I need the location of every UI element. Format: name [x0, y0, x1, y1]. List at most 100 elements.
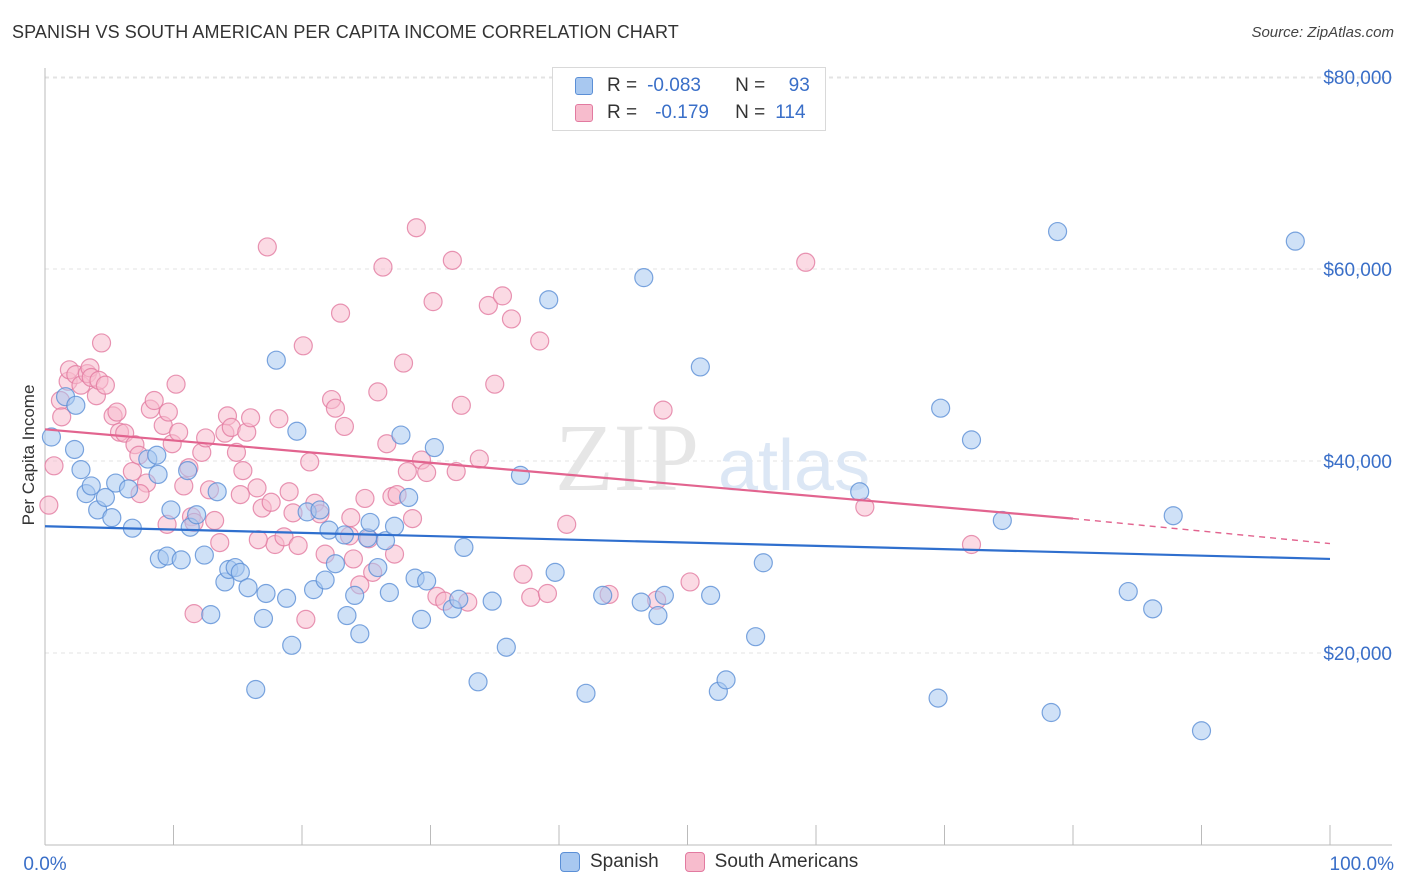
south-americans-point [39, 495, 59, 515]
legend-row-south-americans: R = -0.179 N = 114 [575, 102, 815, 124]
spanish-point [194, 545, 214, 565]
spanish-point [961, 430, 982, 450]
spanish-point [1047, 221, 1068, 242]
spanish-point [266, 350, 286, 370]
south-americans-point [423, 292, 443, 312]
spanish-point [648, 605, 668, 626]
south-americans-point [288, 535, 308, 556]
south-americans-point [230, 485, 250, 505]
y-tick-label: $60,000 [1323, 260, 1392, 281]
spanish-point [253, 608, 274, 629]
south-americans-trend-extension [1072, 517, 1331, 545]
south-americans-point [300, 452, 320, 472]
legend-swatch-spanish [575, 77, 593, 95]
spanish-point [345, 585, 365, 606]
spanish-point [148, 464, 168, 485]
south-americans-trend-line [44, 428, 1074, 520]
spanish-point [350, 624, 370, 644]
spanish-point [545, 562, 565, 582]
south-americans-point [325, 398, 346, 418]
south-americans-point [52, 407, 72, 427]
south-americans-point [166, 374, 186, 394]
spanish-point [325, 554, 346, 574]
south-americans-point [144, 390, 164, 411]
spanish-point [417, 571, 437, 591]
south-americans-point [205, 510, 225, 531]
spanish-point [310, 500, 330, 520]
legend-n-value: 114 [775, 102, 806, 123]
spanish-point [391, 425, 411, 445]
chart-title: SPANISH VS SOUTH AMERICAN PER CAPITA INC… [12, 22, 679, 42]
south-americans-point [417, 462, 437, 483]
spanish-point [276, 588, 297, 608]
y-tick-label: $20,000 [1323, 644, 1392, 665]
south-americans-point [478, 295, 498, 316]
south-americans-point [210, 532, 230, 553]
y-tick-label: $40,000 [1323, 452, 1392, 473]
south-americans-point [513, 564, 533, 584]
spanish-point [1143, 599, 1163, 619]
spanish-point [1118, 581, 1138, 602]
spanish-point [746, 627, 766, 647]
south-americans-point [355, 488, 375, 509]
spanish-point [449, 589, 469, 609]
spanish-point [95, 487, 115, 508]
south-americans-point [91, 333, 112, 353]
south-americans-point [330, 303, 351, 323]
x-tick-label: 100.0% [1330, 854, 1395, 875]
legend-row-spanish: R = -0.083 N = 93 [575, 75, 819, 97]
axes [44, 68, 1392, 846]
south-americans-point [343, 549, 363, 569]
spanish-trend-line [44, 525, 1331, 561]
spanish-point [187, 505, 207, 525]
spanish-point [246, 679, 266, 700]
south-americans-point [680, 572, 700, 592]
south-americans-point [269, 409, 289, 429]
spanish-point [716, 670, 736, 690]
legend-item-spanish[interactable]: Spanish [560, 851, 659, 873]
spanish-point [207, 482, 227, 502]
south-americans-point [293, 336, 313, 356]
south-americans-point [501, 309, 522, 329]
spanish-points [41, 221, 1305, 741]
spanish-point [468, 672, 488, 692]
spanish-point [634, 268, 654, 288]
source-label: Source: ZipAtlas.com [1251, 24, 1394, 41]
south-americans-point [233, 461, 253, 481]
spanish-point [384, 516, 405, 536]
spanish-point [928, 688, 948, 708]
south-americans-point [241, 408, 261, 428]
spanish-point [593, 585, 613, 606]
watermark-zip: ZIP [555, 404, 699, 511]
y-axis-label: Per Capita Income [19, 385, 38, 526]
legend-n-label: N = [735, 102, 766, 123]
legend-n-value: 93 [788, 75, 810, 96]
spanish-point [230, 562, 250, 582]
spanish-point [411, 609, 432, 630]
legend-label-spanish: Spanish [590, 851, 659, 872]
south-americans-point [95, 375, 115, 395]
spanish-point [931, 398, 951, 418]
spanish-point [171, 550, 191, 570]
south-americans-point [341, 508, 361, 528]
south-americans-point [492, 286, 513, 306]
spanish-point [631, 592, 651, 612]
spanish-point [1191, 721, 1212, 741]
legend-item-south-americans[interactable]: South Americans [684, 851, 858, 873]
south-americans-point [402, 508, 423, 529]
south-americans-point [393, 353, 414, 373]
south-americans-point [397, 461, 417, 482]
spanish-point [701, 585, 721, 606]
spanish-point [178, 461, 198, 481]
spanish-point [66, 395, 86, 415]
south-americans-point [334, 416, 355, 437]
south-americans-point [107, 402, 127, 422]
south-americans-point [485, 374, 505, 394]
spanish-point [482, 591, 502, 611]
spanish-point [424, 437, 444, 458]
legend-r-label: R = [607, 102, 638, 123]
legend-swatch-south-americans [575, 104, 593, 122]
spanish-point [539, 290, 559, 310]
spanish-point [71, 460, 91, 480]
